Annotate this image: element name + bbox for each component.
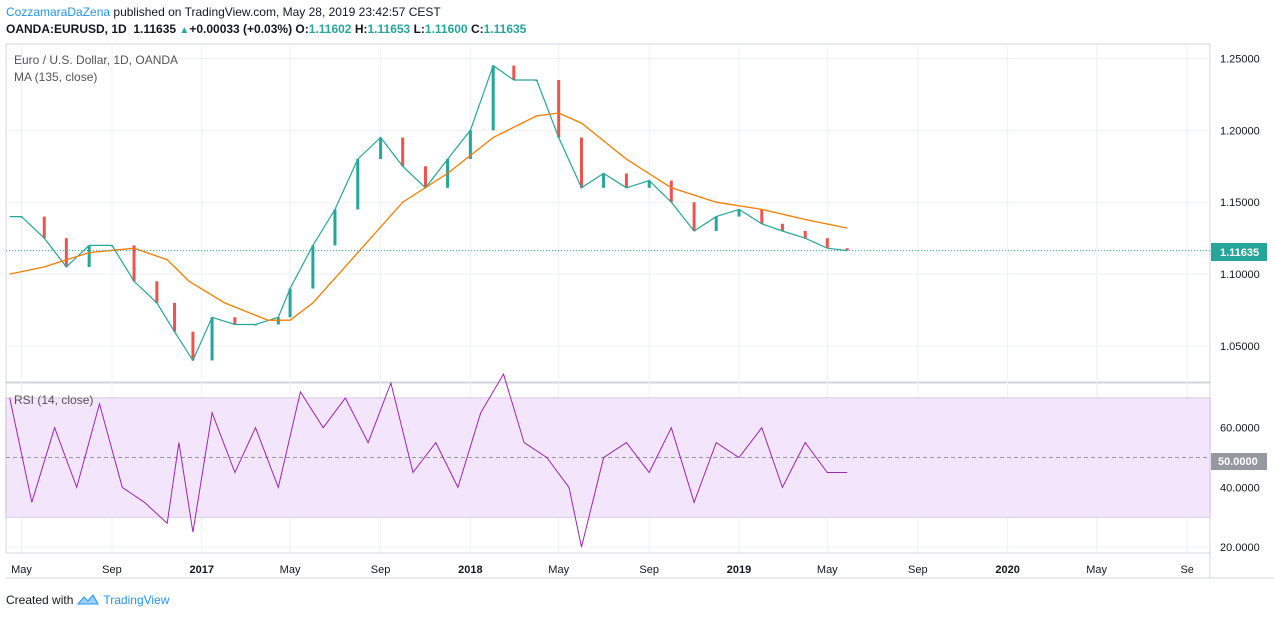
price-candle — [803, 230, 807, 239]
rsi-line — [9, 372, 848, 548]
price-tick-label: 1.25000 — [1220, 53, 1260, 65]
last-price-badge-text: 1.11635 — [1220, 247, 1259, 259]
time-tick-label: Sep — [371, 564, 391, 576]
price-candle — [825, 238, 829, 249]
price-candle — [191, 331, 195, 361]
rsi-tick-label: 60.0000 — [1220, 423, 1260, 435]
price-candle — [276, 317, 280, 325]
price-candle — [233, 317, 237, 325]
time-tick-label: May — [280, 564, 301, 576]
price-candle — [760, 209, 764, 224]
low-value: 1.11600 — [424, 22, 468, 36]
price-candle — [210, 317, 214, 361]
price-tick-label: 1.15000 — [1220, 197, 1260, 209]
footer: Created with TradingView — [6, 593, 169, 607]
price-axis-ticks: 1.25000 1.20000 1.15000 1.10000 1.05000 — [1220, 53, 1260, 353]
price-candle — [64, 238, 68, 267]
price-candle — [155, 281, 159, 303]
price-candle — [602, 173, 606, 188]
price-candle — [692, 202, 696, 231]
price-candle — [423, 166, 427, 188]
price-candle — [333, 209, 337, 246]
price-candle — [132, 245, 136, 282]
time-tick-label: May — [1086, 564, 1107, 576]
price-candle — [491, 65, 495, 131]
price-series-line — [9, 64, 848, 362]
price-candle — [780, 223, 784, 231]
time-tick-label: Sep — [639, 564, 659, 576]
low-label: L: — [413, 22, 425, 36]
price-candle — [845, 248, 849, 251]
time-tick-label: Sep — [102, 564, 122, 576]
close-value: 1.11635 — [483, 22, 527, 36]
published-text: published on TradingView.com, May 28, 20… — [113, 5, 441, 19]
close-label: C: — [470, 22, 484, 36]
price-candle — [379, 137, 383, 160]
time-tick-label: May — [817, 564, 838, 576]
symbol-line: OANDA:EURUSD, 1D 1.11635 ▲+0.00033 (+0.0… — [6, 22, 526, 36]
price-candle — [557, 79, 561, 138]
ma-line — [9, 112, 848, 321]
open-label: O: — [295, 22, 309, 36]
price-candle — [356, 159, 360, 210]
publish-line: CozzamaraDaZena published on TradingView… — [6, 5, 441, 19]
last-price-badge: 1.11635 — [1211, 243, 1267, 261]
time-tick-label: May — [548, 564, 569, 576]
created-with-text: Created with — [6, 593, 74, 607]
price-candle — [580, 137, 584, 188]
price-candle — [87, 245, 91, 267]
price-candle — [714, 216, 718, 231]
rsi-tick-label: 40.0000 — [1220, 482, 1260, 494]
price-candle — [647, 180, 651, 188]
price-candle — [42, 216, 46, 239]
price-candles — [19, 65, 849, 361]
tradingview-logo-icon — [77, 594, 100, 605]
time-tick-label: 2020 — [995, 564, 1019, 576]
rsi-axis-ticks: 60.0000 40.0000 20.0000 — [1220, 423, 1260, 554]
time-tick-label: Se — [1180, 564, 1193, 576]
price-pane-frame — [5, 43, 1211, 383]
price-candle — [401, 137, 405, 167]
up-arrow-icon: ▲ — [179, 25, 190, 36]
price-tick-label: 1.20000 — [1220, 125, 1260, 137]
time-tick-label: May — [11, 564, 32, 576]
price-tick-label: 1.05000 — [1220, 341, 1260, 353]
price-candle — [512, 65, 516, 80]
price-candle — [669, 180, 673, 203]
rsi-legend: RSI (14, close) — [14, 393, 93, 407]
time-tick-label: 2019 — [727, 564, 751, 576]
change-value: +0.00033 (+0.03%) — [189, 22, 293, 36]
high-value: 1.11653 — [367, 22, 411, 36]
price-candle — [311, 245, 315, 289]
time-tick-label: 2018 — [458, 564, 482, 576]
ma-legend: MA (135, close) — [14, 70, 97, 84]
price-tick-label: 1.10000 — [1220, 269, 1260, 281]
symbol: OANDA:EURUSD, 1D — [6, 22, 127, 36]
price-candle — [624, 173, 628, 188]
high-label: H: — [354, 22, 368, 36]
author-link[interactable]: CozzamaraDaZena — [6, 5, 111, 19]
last-value: 1.11635 — [133, 22, 177, 36]
time-axis-ticks: May Sep 2017 May Sep 2018 May Sep 2019 May Sep 2020… — [11, 564, 1194, 576]
rsi-tick-label: 20.0000 — [1220, 542, 1260, 554]
rsi-badge: 50.0000 — [1211, 453, 1267, 470]
main-pane-title: Euro / U.S. Dollar, 1D, OANDA — [14, 53, 178, 67]
price-candle — [173, 302, 177, 332]
rsi-badge-text: 50.0000 — [1218, 456, 1258, 468]
open-value: 1.11602 — [308, 22, 352, 36]
tradingview-brand-link[interactable]: TradingView — [103, 593, 170, 607]
price-candle — [468, 130, 472, 160]
price-candle — [737, 209, 741, 217]
time-tick-label: 2017 — [190, 564, 214, 576]
price-candle — [288, 288, 292, 318]
time-tick-label: Sep — [908, 564, 928, 576]
